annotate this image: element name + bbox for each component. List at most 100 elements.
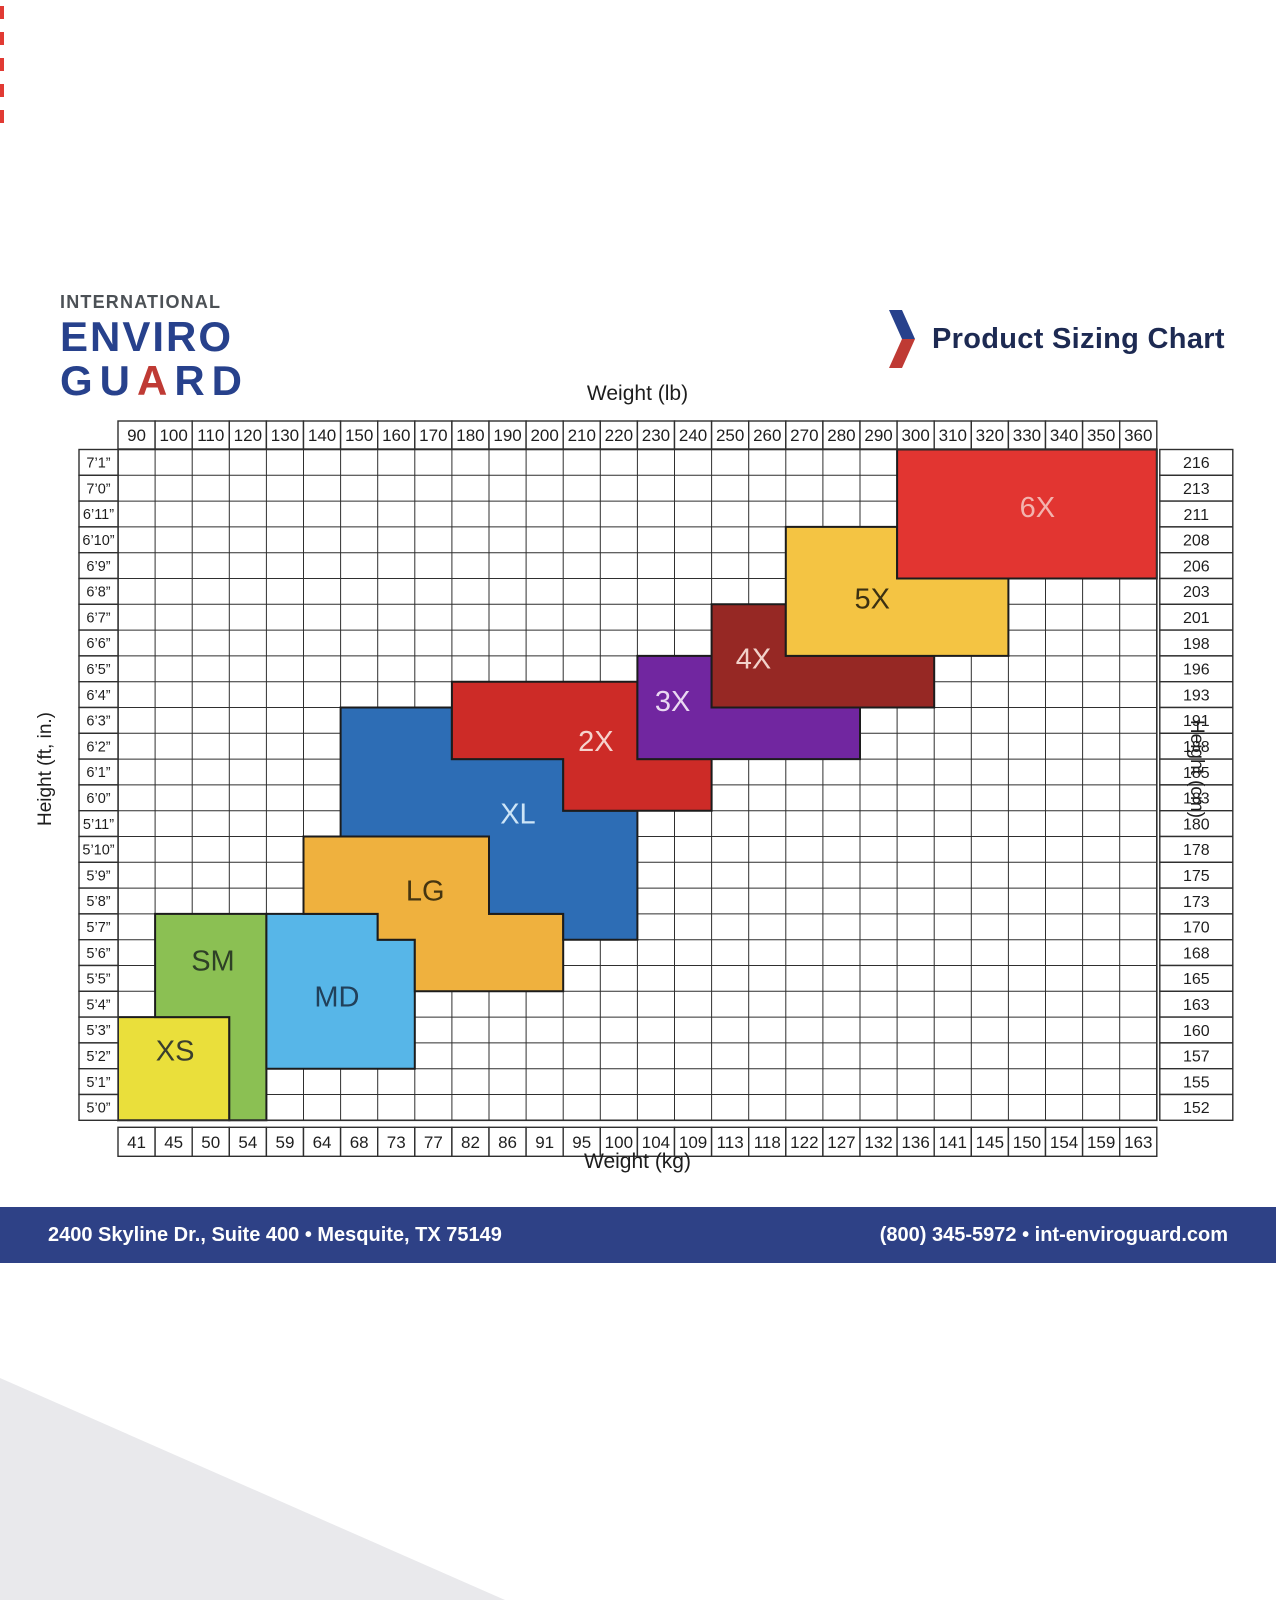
tick-label: 206 xyxy=(1183,558,1210,575)
tick-label: 240 xyxy=(679,426,707,445)
tick-label: 160 xyxy=(1183,1023,1210,1040)
size-regions: XS SM MD LG XL 2X 3X 4X 5X 6X xyxy=(117,448,1158,1122)
tick-label: 90 xyxy=(127,426,146,445)
tick-label: 6’3” xyxy=(86,714,110,730)
weight-lb-axis-label: Weight (lb) xyxy=(586,382,689,405)
footer-contact: (800) 345-5972 • int-enviroguard.com xyxy=(879,1223,1228,1246)
tick-label: 86 xyxy=(498,1133,517,1152)
logo-guard: GUARD xyxy=(60,357,250,404)
weight-kg-axis-label: Weight (kg) xyxy=(584,1150,691,1173)
height-ftin-ticks: 7’1” 7’0” 6’11” 6’10” 6’9” 6’8” 6’7” 6’6” 6’5” 6’… xyxy=(78,448,119,1121)
tick-label: 280 xyxy=(827,426,855,445)
tick-label: 6’1” xyxy=(86,765,110,781)
tick-label: 159 xyxy=(1087,1133,1115,1152)
tick-label: 163 xyxy=(1124,1133,1152,1152)
tick-label: 154 xyxy=(1050,1133,1078,1152)
tick-label: 270 xyxy=(790,426,818,445)
height-cm-axis-label: Height (cm) xyxy=(1186,719,1207,819)
tick-label: 122 xyxy=(790,1133,818,1152)
tick-label: 6’11” xyxy=(83,507,114,523)
tick-label: 150 xyxy=(1013,1133,1041,1152)
tick-label: 201 xyxy=(1183,610,1210,627)
tick-label: 213 xyxy=(1183,481,1210,498)
tick-label: 310 xyxy=(939,426,967,445)
weight-kg-ticks: 41 45 50 54 59 64 68 73 77 82 86 91 95 100 104 109 113 11… xyxy=(117,1126,1158,1158)
tick-label: 5’6” xyxy=(86,946,110,962)
size-label-3x: 3X xyxy=(655,686,690,718)
page-title-row: Product Sizing Chart xyxy=(885,310,1225,368)
tick-label: 220 xyxy=(605,426,633,445)
tick-label: 175 xyxy=(1183,868,1210,885)
tick-label: 5’0” xyxy=(86,1101,110,1117)
size-label-sm: SM xyxy=(191,945,235,977)
tick-label: 6’5” xyxy=(86,662,110,678)
chevron-icon xyxy=(889,310,915,368)
tick-label: 5’9” xyxy=(86,868,110,884)
tick-label: 188 xyxy=(1183,739,1210,756)
left-edge-red-marks xyxy=(0,6,4,136)
tick-label: 145 xyxy=(976,1133,1004,1152)
tick-label: 320 xyxy=(976,426,1004,445)
size-label-xs: XS xyxy=(156,1036,195,1068)
tick-label: 113 xyxy=(717,1133,744,1152)
tick-label: 5’8” xyxy=(86,894,110,910)
tick-label: 5’10” xyxy=(82,843,114,859)
tick-label: 41 xyxy=(127,1133,146,1152)
tick-label: 250 xyxy=(716,426,744,445)
tick-label: 5’7” xyxy=(86,920,110,936)
tick-label: 59 xyxy=(275,1133,294,1152)
tick-label: 230 xyxy=(642,426,670,445)
tick-label: 136 xyxy=(901,1133,929,1152)
tick-label: 198 xyxy=(1183,636,1210,653)
tick-label: 180 xyxy=(1183,816,1210,833)
tick-label: 5’3” xyxy=(86,1023,110,1039)
tick-label: 203 xyxy=(1183,584,1210,601)
tick-label: 178 xyxy=(1183,842,1210,859)
tick-label: 100 xyxy=(605,1133,633,1152)
weight-lb-ticks: 90 100 110 120 130 140 150 160 170 180 190 200 210 22… xyxy=(117,420,1158,450)
tick-label: 193 xyxy=(1183,687,1210,704)
tick-label: 155 xyxy=(1183,1074,1210,1091)
logo-enviro: ENVIRO xyxy=(60,313,234,360)
tick-label: 73 xyxy=(387,1133,406,1152)
tick-label: 6’10” xyxy=(82,533,114,549)
size-label-md: MD xyxy=(314,981,359,1013)
tick-label: 180 xyxy=(456,426,484,445)
tick-label: 6’8” xyxy=(86,585,110,601)
tick-label: 173 xyxy=(1183,894,1210,911)
tick-label: 160 xyxy=(382,426,410,445)
tick-label: 130 xyxy=(271,426,299,445)
tick-label: 360 xyxy=(1124,426,1152,445)
tick-label: 82 xyxy=(461,1133,480,1152)
tick-label: 290 xyxy=(864,426,892,445)
size-label-4x: 4X xyxy=(736,643,771,675)
tick-label: 64 xyxy=(313,1133,332,1152)
tick-label: 150 xyxy=(345,426,373,445)
tick-label: 7’0” xyxy=(86,481,110,497)
tick-label: 168 xyxy=(1183,945,1210,962)
tick-label: 350 xyxy=(1087,426,1115,445)
tick-label: 340 xyxy=(1050,426,1078,445)
tick-label: 5’4” xyxy=(86,997,110,1013)
tick-label: 185 xyxy=(1183,765,1210,782)
tick-label: 170 xyxy=(1183,920,1210,937)
tick-label: 211 xyxy=(1184,507,1210,524)
tick-label: 216 xyxy=(1183,455,1210,472)
enviroguard-logo: INTERNATIONAL ENVIRO GUARD xyxy=(60,293,249,402)
tick-label: 152 xyxy=(1183,1100,1210,1117)
tick-label: 330 xyxy=(1013,426,1041,445)
size-label-lg: LG xyxy=(406,876,445,908)
tick-label: 191 xyxy=(1183,713,1210,730)
tick-label: 95 xyxy=(572,1133,591,1152)
tick-label: 196 xyxy=(1183,662,1210,679)
tick-label: 6’6” xyxy=(86,636,110,652)
tick-label: 5’5” xyxy=(86,972,110,988)
tick-label: 5’11” xyxy=(83,817,114,833)
size-region-xs xyxy=(117,1016,231,1122)
tick-label: 157 xyxy=(1183,1049,1210,1066)
tick-label: 45 xyxy=(164,1133,183,1152)
size-label-2x: 2X xyxy=(578,726,613,758)
tick-label: 100 xyxy=(159,426,187,445)
